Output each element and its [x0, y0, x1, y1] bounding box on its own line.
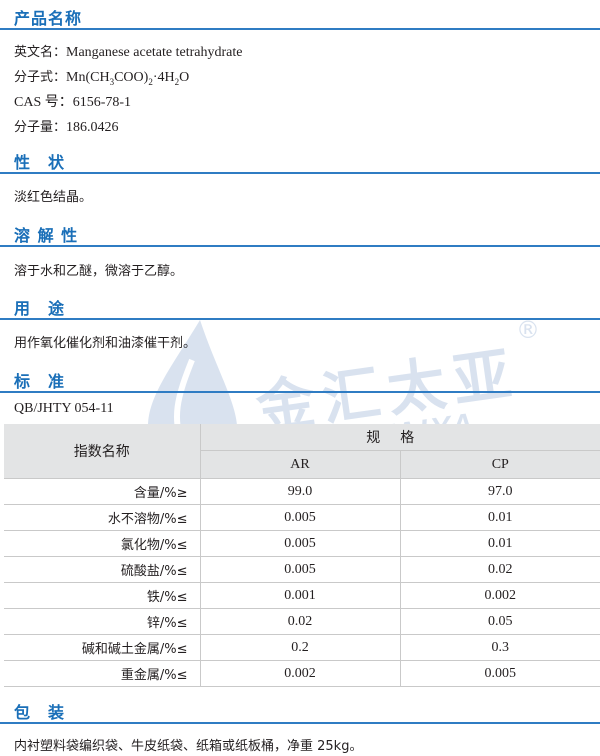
cas-line: CAS 号：6156-78-1	[14, 91, 131, 111]
index-name: 氯化物/%≤	[4, 530, 201, 557]
index-name: 碱和碱土金属/%≤	[4, 634, 201, 661]
section-title: 产品名称	[14, 9, 83, 28]
standard-code: QB/JHTY 054-11	[14, 401, 114, 416]
cas-value: 6156-78-1	[72, 95, 132, 110]
section-divider	[0, 722, 600, 724]
table-row: 氯化物/%≤ 0.005 0.01	[4, 530, 600, 557]
cp-value: 0.3	[400, 634, 600, 661]
index-name: 硫酸盐/%≤	[4, 556, 201, 583]
section-divider	[0, 318, 600, 320]
cp-value: 97.0	[400, 478, 600, 505]
ar-value: 0.2	[200, 634, 401, 661]
spec-table: 指数名称 规格 AR CP 含量/%≥ 99.0 97.0 水不溶物/%≤ 0.…	[4, 424, 600, 687]
ar-value: 0.002	[200, 660, 401, 687]
section-title: 溶 解 性	[14, 226, 79, 245]
section-title: 包 装	[14, 703, 66, 722]
formula-line: 分子式：Mn(CH3COO)2·4H2O	[14, 66, 189, 87]
table-subheader-row: AR CP	[4, 450, 600, 479]
grade-ar-header: AR	[200, 450, 401, 479]
mw-value: 186.0426	[66, 120, 119, 135]
section-divider	[0, 245, 600, 247]
index-name: 水不溶物/%≤	[4, 504, 201, 531]
molecular-weight-line: 分子量：186.0426	[14, 116, 119, 136]
index-name: 锌/%≤	[4, 608, 201, 635]
ar-value: 0.02	[200, 608, 401, 635]
section-title: 用 途	[14, 299, 66, 318]
cp-value: 0.02	[400, 556, 600, 583]
cas-label: CAS 号：	[14, 95, 73, 110]
formula-label: 分子式：	[14, 70, 67, 85]
section-divider	[0, 391, 600, 393]
section-product-name: 产品名称	[0, 2, 600, 30]
section-solubility: 溶 解 性	[0, 219, 600, 247]
section-title: 标 准	[14, 372, 66, 391]
table-row: 含量/%≥ 99.0 97.0	[4, 478, 600, 505]
col-name-header: 指数名称	[4, 424, 201, 479]
solubility-text: 溶于水和乙醚，微溶于乙醇。	[14, 264, 184, 279]
registered-mark: ®	[516, 316, 540, 344]
section-divider	[0, 28, 600, 30]
index-name: 重金属/%≤	[4, 660, 201, 687]
cp-value: 0.01	[400, 504, 600, 531]
english-name-line: 英文名：Manganese acetate tetrahydrate	[14, 41, 242, 61]
properties-text: 淡红色结晶。	[14, 190, 93, 205]
ar-value: 99.0	[200, 478, 401, 505]
cp-value: 0.005	[400, 660, 600, 687]
section-divider	[0, 172, 600, 174]
index-name: 含量/%≥	[4, 478, 201, 505]
ar-value: 0.005	[200, 556, 401, 583]
table-row: 碱和碱土金属/%≤ 0.2 0.3	[4, 634, 600, 661]
table-row: 水不溶物/%≤ 0.005 0.01	[4, 504, 600, 531]
table-row: 硫酸盐/%≤ 0.005 0.02	[4, 556, 600, 583]
cp-value: 0.05	[400, 608, 600, 635]
spec-header: 规格	[200, 424, 600, 451]
table-header-row: 指数名称 规格	[4, 424, 600, 479]
formula-value: Mn(CH3COO)2·4H2O	[66, 70, 190, 87]
usage-text: 用作氧化催化剂和油漆催干剂。	[14, 336, 197, 351]
section-standard: 标 准	[0, 365, 600, 393]
cp-value: 0.002	[400, 582, 600, 609]
english-name-value: Manganese acetate tetrahydrate	[66, 45, 243, 60]
grade-cp-header: CP	[400, 450, 600, 479]
section-usage: 用 途	[0, 292, 600, 320]
table-row: 重金属/%≤ 0.002 0.005	[4, 660, 600, 687]
ar-value: 0.001	[200, 582, 401, 609]
ar-value: 0.005	[200, 504, 401, 531]
section-title: 性 状	[14, 153, 66, 172]
section-properties: 性 状	[0, 146, 600, 174]
index-name: 铁/%≤	[4, 582, 201, 609]
table-row: 锌/%≤ 0.02 0.05	[4, 608, 600, 635]
packaging-text: 内衬塑料袋编织袋、牛皮纸袋、纸箱或纸板桶，净重 25kg。	[14, 739, 363, 754]
ar-value: 0.005	[200, 530, 401, 557]
mw-label: 分子量：	[14, 120, 67, 135]
table-row: 铁/%≤ 0.001 0.002	[4, 582, 600, 609]
english-name-label: 英文名：	[14, 45, 67, 60]
section-packaging: 包 装	[0, 696, 600, 724]
cp-value: 0.01	[400, 530, 600, 557]
